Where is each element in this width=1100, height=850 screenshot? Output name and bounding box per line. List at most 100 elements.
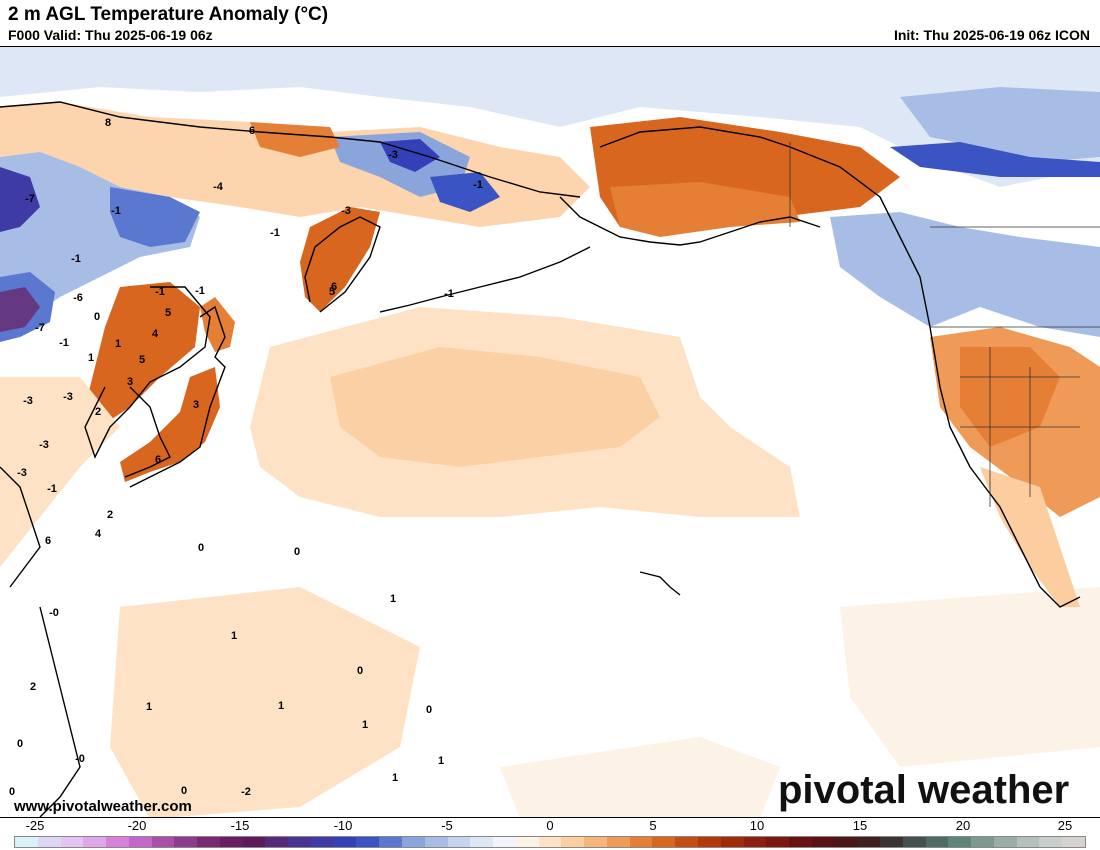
colorbar-swatch — [1062, 837, 1085, 847]
contour-label: 1 — [391, 772, 399, 784]
colorbar-swatch — [538, 837, 562, 847]
contour-label: 1 — [230, 630, 238, 642]
colorbar-tick-label: 20 — [955, 818, 971, 833]
colorbar-swatch — [880, 837, 903, 847]
colorbar-swatch — [493, 837, 516, 847]
contour-label: -1 — [270, 227, 280, 239]
map-title: 2 m AGL Temperature Anomaly (°C) — [8, 4, 329, 25]
map-canvas — [0, 47, 1100, 817]
contour-label: 0 — [356, 665, 364, 677]
colorbar-tick-label: -15 — [230, 818, 250, 833]
contour-label: -7 — [25, 193, 35, 205]
contour-label: 0 — [8, 786, 16, 798]
contour-label: -1 — [47, 483, 57, 495]
colorbar-swatch — [629, 837, 653, 847]
colorbar-tick-label: 10 — [749, 818, 765, 833]
init-time: Init: Thu 2025-06-19 06z ICON — [893, 27, 1090, 43]
colorbar-swatch — [402, 837, 425, 847]
contour-label: 0 — [180, 785, 188, 797]
contour-label: 6 — [330, 281, 338, 293]
contour-label: -1 — [444, 288, 454, 300]
colorbar-swatch — [948, 837, 972, 847]
map-header: 2 m AGL Temperature Anomaly (°C) F000 Va… — [0, 0, 1100, 46]
contour-label: -1 — [111, 205, 121, 217]
colorbar-swatch — [470, 837, 494, 847]
colorbar-ticks: -25 -20 -15 -10 -5 0 5 10 15 20 25 — [0, 818, 1100, 834]
contour-label: -0 — [49, 607, 59, 619]
contour-label: 5 — [328, 286, 336, 298]
colorbar-swatch — [174, 837, 198, 847]
colorbar-tick-label: 0 — [546, 818, 554, 833]
colorbar-swatch — [697, 837, 721, 847]
colorbar-swatch — [15, 837, 38, 847]
contour-label: 0 — [293, 546, 301, 558]
colorbar-swatch — [333, 837, 357, 847]
pivotal-weather-logo: pivotal weather — [778, 768, 1070, 812]
colorbar-swatch — [197, 837, 220, 847]
colorbar-swatch — [83, 837, 107, 847]
colorbar-tick-label: -25 — [25, 818, 45, 833]
colorbar-tick-label: -10 — [333, 818, 353, 833]
contour-label: 1 — [145, 701, 153, 713]
contour-label: 1 — [437, 755, 445, 767]
colorbar-swatch — [789, 837, 812, 847]
colorbar-swatch — [151, 837, 175, 847]
colorbar-swatch — [971, 837, 994, 847]
colorbar-swatch — [356, 837, 380, 847]
colorbar-swatch — [743, 837, 767, 847]
contour-label: 6 — [154, 454, 162, 466]
colorbar — [14, 836, 1086, 848]
contour-label: -3 — [23, 395, 33, 407]
contour-label: -1 — [473, 179, 483, 191]
contour-label: -6 — [73, 292, 83, 304]
colorbar-swatch — [606, 837, 630, 847]
contour-label: -0 — [75, 753, 85, 765]
colorbar-swatch — [675, 837, 698, 847]
contour-label: -3 — [39, 439, 49, 451]
colorbar-swatch — [1016, 837, 1040, 847]
colorbar-swatch — [584, 837, 607, 847]
colorbar-swatch — [242, 837, 266, 847]
contour-label: -3 — [388, 149, 398, 161]
contour-label: -3 — [17, 467, 27, 479]
colorbar-swatch — [128, 837, 152, 847]
contour-label: 3 — [126, 376, 134, 388]
contour-label: 1 — [114, 338, 122, 350]
colorbar-swatch — [515, 837, 539, 847]
contour-label: 5 — [164, 307, 172, 319]
contour-label: 5 — [138, 354, 146, 366]
colorbar-swatch — [424, 837, 448, 847]
contour-label: -4 — [213, 181, 223, 193]
colorbar-swatch — [811, 837, 835, 847]
contour-label: 4 — [151, 328, 159, 340]
colorbar-swatch — [902, 837, 926, 847]
colorbar-tick-label: 15 — [852, 818, 868, 833]
colorbar-swatch — [925, 837, 949, 847]
contour-label: 1 — [87, 352, 95, 364]
contour-label: -3 — [63, 391, 73, 403]
colorbar-swatch — [447, 837, 471, 847]
contour-label: -3 — [341, 205, 351, 217]
colorbar-swatch — [834, 837, 858, 847]
contour-label: 1 — [361, 719, 369, 731]
contour-label: 0 — [197, 542, 205, 554]
website-label[interactable]: www.pivotalweather.com — [14, 798, 192, 815]
colorbar-swatch — [288, 837, 311, 847]
colorbar-swatch — [37, 837, 61, 847]
contour-label: -1 — [71, 253, 81, 265]
colorbar-swatch — [219, 837, 243, 847]
contour-label: 2 — [29, 681, 37, 693]
valid-time: F000 Valid: Thu 2025-06-19 06z — [8, 27, 213, 43]
colorbar-swatch — [652, 837, 676, 847]
anomaly-map[interactable]: 8 6 -3 -1 -7 -4 -1 -1 -3 -1 6 -1 5 -1 5 -1 -6 4 0 -7 5 -1 1 1 3 -… — [0, 46, 1100, 818]
colorbar-swatch — [60, 837, 84, 847]
contour-label: 1 — [389, 593, 397, 605]
colorbar-tick-label: -20 — [127, 818, 147, 833]
contour-label: -1 — [195, 285, 205, 297]
contour-label: 4 — [94, 528, 102, 540]
colorbar-tick-label: -5 — [441, 818, 453, 833]
contour-label: -1 — [155, 286, 165, 298]
colorbar-swatch — [561, 837, 585, 847]
colorbar-swatch — [720, 837, 744, 847]
colorbar-tick-label: 25 — [1057, 818, 1073, 833]
